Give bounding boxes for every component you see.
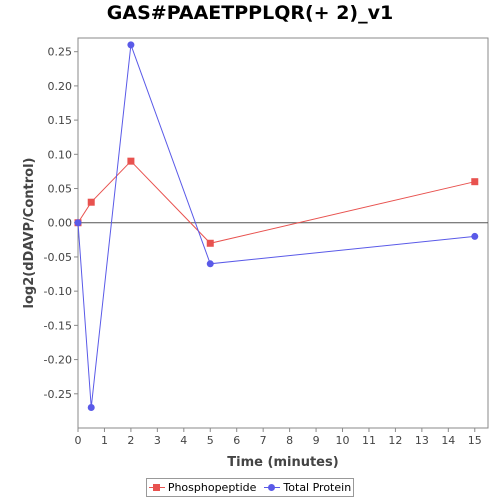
data-point-phosphopeptide (471, 178, 479, 186)
x-tick-label: 3 (154, 434, 161, 447)
data-point-phosphopeptide (206, 239, 214, 247)
legend-label: Phosphopeptide (167, 481, 257, 494)
square-marker-icon (148, 483, 165, 492)
plot-area (77, 37, 489, 429)
y-tick-label: 0.05 (48, 183, 73, 196)
circle-marker-icon (264, 483, 281, 492)
x-axis: 0 1 2 3 4 5 6 7 8 9 10 11 12 13 14 15 (75, 428, 482, 447)
data-point-total-protein (87, 403, 95, 411)
y-tick-label: -0.05 (44, 251, 72, 264)
x-tick-label: 4 (180, 434, 187, 447)
y-tick-label: -0.25 (44, 388, 72, 401)
x-tick-label: 6 (233, 434, 240, 447)
data-point-total-protein (127, 41, 135, 49)
y-axis: -0.25 -0.20 -0.15 -0.10 -0.05 0.00 0.05 0.10 0.1… (44, 46, 78, 401)
x-tick-label: 15 (468, 434, 482, 447)
x-tick-label: 2 (127, 434, 134, 447)
x-tick-label: 11 (362, 434, 376, 447)
data-point-total-protein (206, 260, 214, 268)
y-tick-label: -0.15 (44, 319, 72, 332)
y-tick-label: 0.15 (48, 114, 73, 127)
y-tick-label: 0.20 (48, 80, 73, 93)
y-tick-label: 0.00 (48, 217, 73, 230)
x-tick-label: 8 (286, 434, 293, 447)
x-tick-label: 14 (441, 434, 455, 447)
x-axis-label: Time (minutes) (227, 455, 338, 470)
y-axis-label: log2(dDAVP/Control) (22, 158, 37, 309)
x-tick-label: 0 (75, 434, 82, 447)
x-tick-label: 7 (260, 434, 267, 447)
legend-item-total-protein: Total Protein (264, 481, 351, 494)
data-point-total-protein (471, 232, 479, 240)
legend: Phosphopeptide Total Protein (146, 478, 354, 497)
x-tick-label: 5 (207, 434, 214, 447)
x-tick-label: 10 (336, 434, 350, 447)
data-point-total-protein (74, 219, 82, 227)
y-tick-label: -0.10 (44, 285, 72, 298)
y-tick-label: 0.10 (48, 148, 73, 161)
data-point-phosphopeptide (127, 157, 135, 165)
y-tick-label: -0.20 (44, 354, 72, 367)
chart-title: GAS#PAAETPPLQR(+ 2)_v1 (106, 2, 394, 24)
y-tick-label: 0.25 (48, 46, 73, 59)
data-point-phosphopeptide (87, 198, 95, 206)
x-tick-label: 13 (415, 434, 429, 447)
x-tick-label: 1 (101, 434, 108, 447)
legend-label: Total Protein (283, 481, 352, 494)
x-tick-label: 9 (313, 434, 320, 447)
series-layer (74, 41, 479, 411)
legend-item-phosphopeptide: Phosphopeptide (148, 481, 257, 494)
x-tick-label: 12 (388, 434, 402, 447)
